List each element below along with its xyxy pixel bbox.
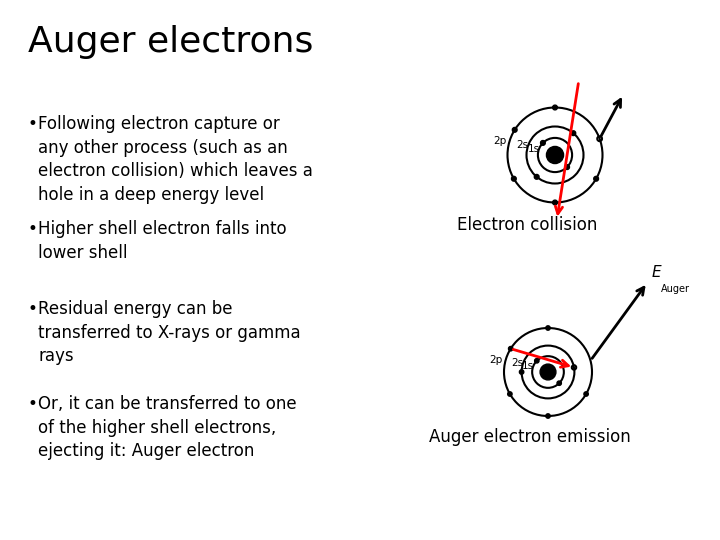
Circle shape [546,326,550,330]
Text: 2p: 2p [493,136,506,146]
Circle shape [594,177,598,181]
Text: •: • [28,115,38,133]
Circle shape [546,146,564,164]
Circle shape [584,392,588,396]
Circle shape [508,392,512,396]
Circle shape [541,140,545,145]
Circle shape [553,200,557,205]
Circle shape [540,364,556,380]
Text: 2s: 2s [516,140,528,150]
Circle shape [553,105,557,110]
Text: Following electron capture or
any other process (such as an
electron collision) : Following electron capture or any other … [38,115,313,204]
Circle shape [564,165,570,170]
Text: E: E [652,266,661,280]
Circle shape [557,381,562,386]
Circle shape [534,174,539,179]
Text: Higher shell electron falls into
lower shell: Higher shell electron falls into lower s… [38,220,287,261]
Text: 2p: 2p [490,355,503,365]
Circle shape [546,414,550,418]
Text: 2s: 2s [511,358,523,368]
Text: Auger: Auger [662,285,690,294]
Text: Or, it can be transferred to one
of the higher shell electrons,
ejecting it: Aug: Or, it can be transferred to one of the … [38,395,297,460]
Circle shape [511,177,516,181]
Text: •: • [28,220,38,238]
Circle shape [571,131,576,136]
Text: 1s: 1s [522,361,534,371]
Text: Residual energy can be
transferred to X-rays or gamma
rays: Residual energy can be transferred to X-… [38,300,301,365]
Text: Auger electrons: Auger electrons [28,25,313,59]
Text: 1s: 1s [528,144,540,154]
Circle shape [513,127,517,132]
Text: Auger electron emission: Auger electron emission [429,428,631,446]
Circle shape [519,370,524,374]
Text: •: • [28,300,38,318]
Circle shape [534,359,539,363]
Text: Electron collision: Electron collision [456,217,597,234]
Text: •: • [28,395,38,413]
Circle shape [508,347,513,351]
